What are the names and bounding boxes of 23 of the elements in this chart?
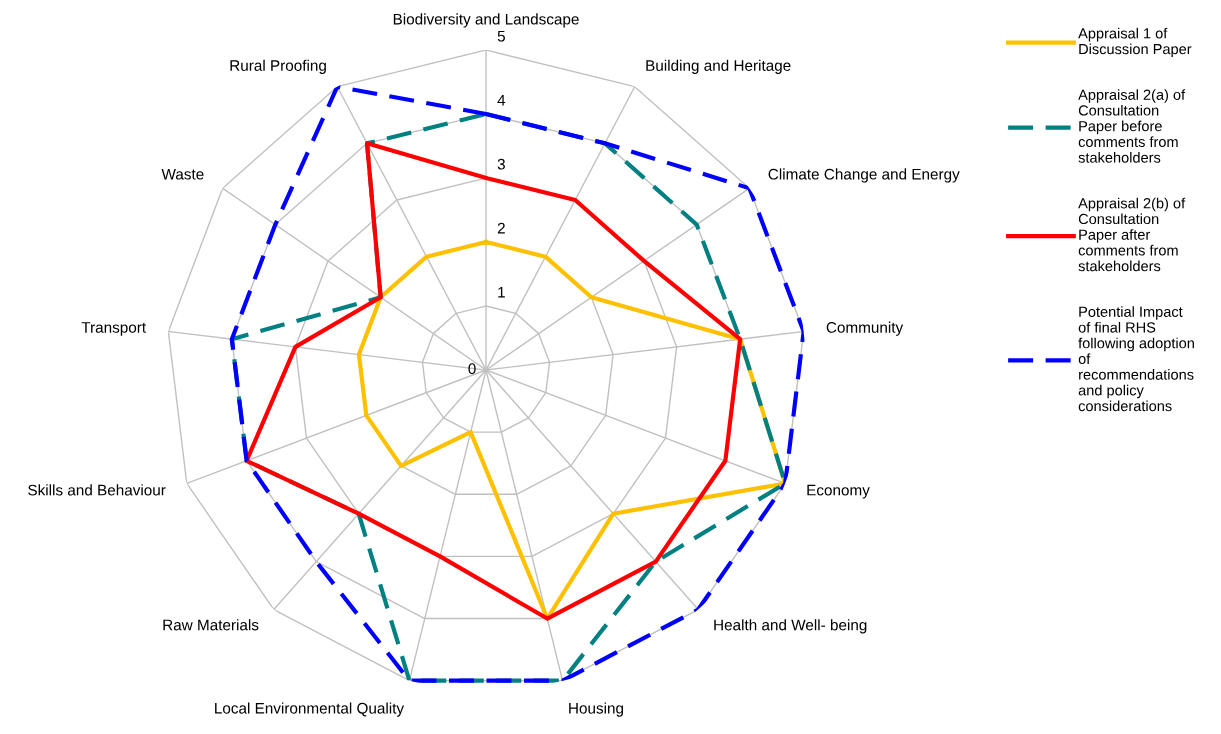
legend-label: Appraisal 2(b) of Consultation Paper after comments from stakeholders: [1078, 197, 1186, 272]
y-tick-label: 2: [497, 222, 505, 234]
spoke-label: Transport: [81, 322, 146, 336]
spoke-label: Rural Proofing: [230, 59, 326, 74]
y-tick-label: 1: [498, 286, 505, 298]
legend-label: Appraisal 1 of Discussion Paper: [1078, 27, 1192, 58]
spoke-label: Climate Change and Energy: [768, 168, 960, 183]
spoke-label: Biodiversity and Landscape: [393, 13, 579, 28]
y-tick-label: 4: [497, 94, 506, 106]
y-tick-label: 5: [497, 30, 505, 42]
y-tick-label: 3: [497, 158, 505, 170]
spoke-label: Local Environmental Quality: [215, 702, 405, 717]
spoke-label: Waste: [161, 168, 204, 180]
spoke-label: Housing: [569, 702, 624, 717]
spoke-label: Community: [826, 321, 904, 336]
spoke-label: Raw Materials: [163, 619, 259, 631]
legend-label: Appraisal 2(a) of Consultation Paper before comments from stakeholders: [1078, 89, 1186, 163]
legend-label: Potential Impact of final RHS following adoption of recommendations and policy considerations: [1078, 306, 1194, 412]
spoke-label: Building and Heritage: [646, 59, 791, 74]
spoke-label: Skills and Behaviour: [28, 484, 166, 496]
spoke-label: Economy: [807, 484, 870, 499]
spoke-label: Health and Well- being: [714, 619, 867, 634]
y-tick-label: 0: [468, 363, 476, 375]
